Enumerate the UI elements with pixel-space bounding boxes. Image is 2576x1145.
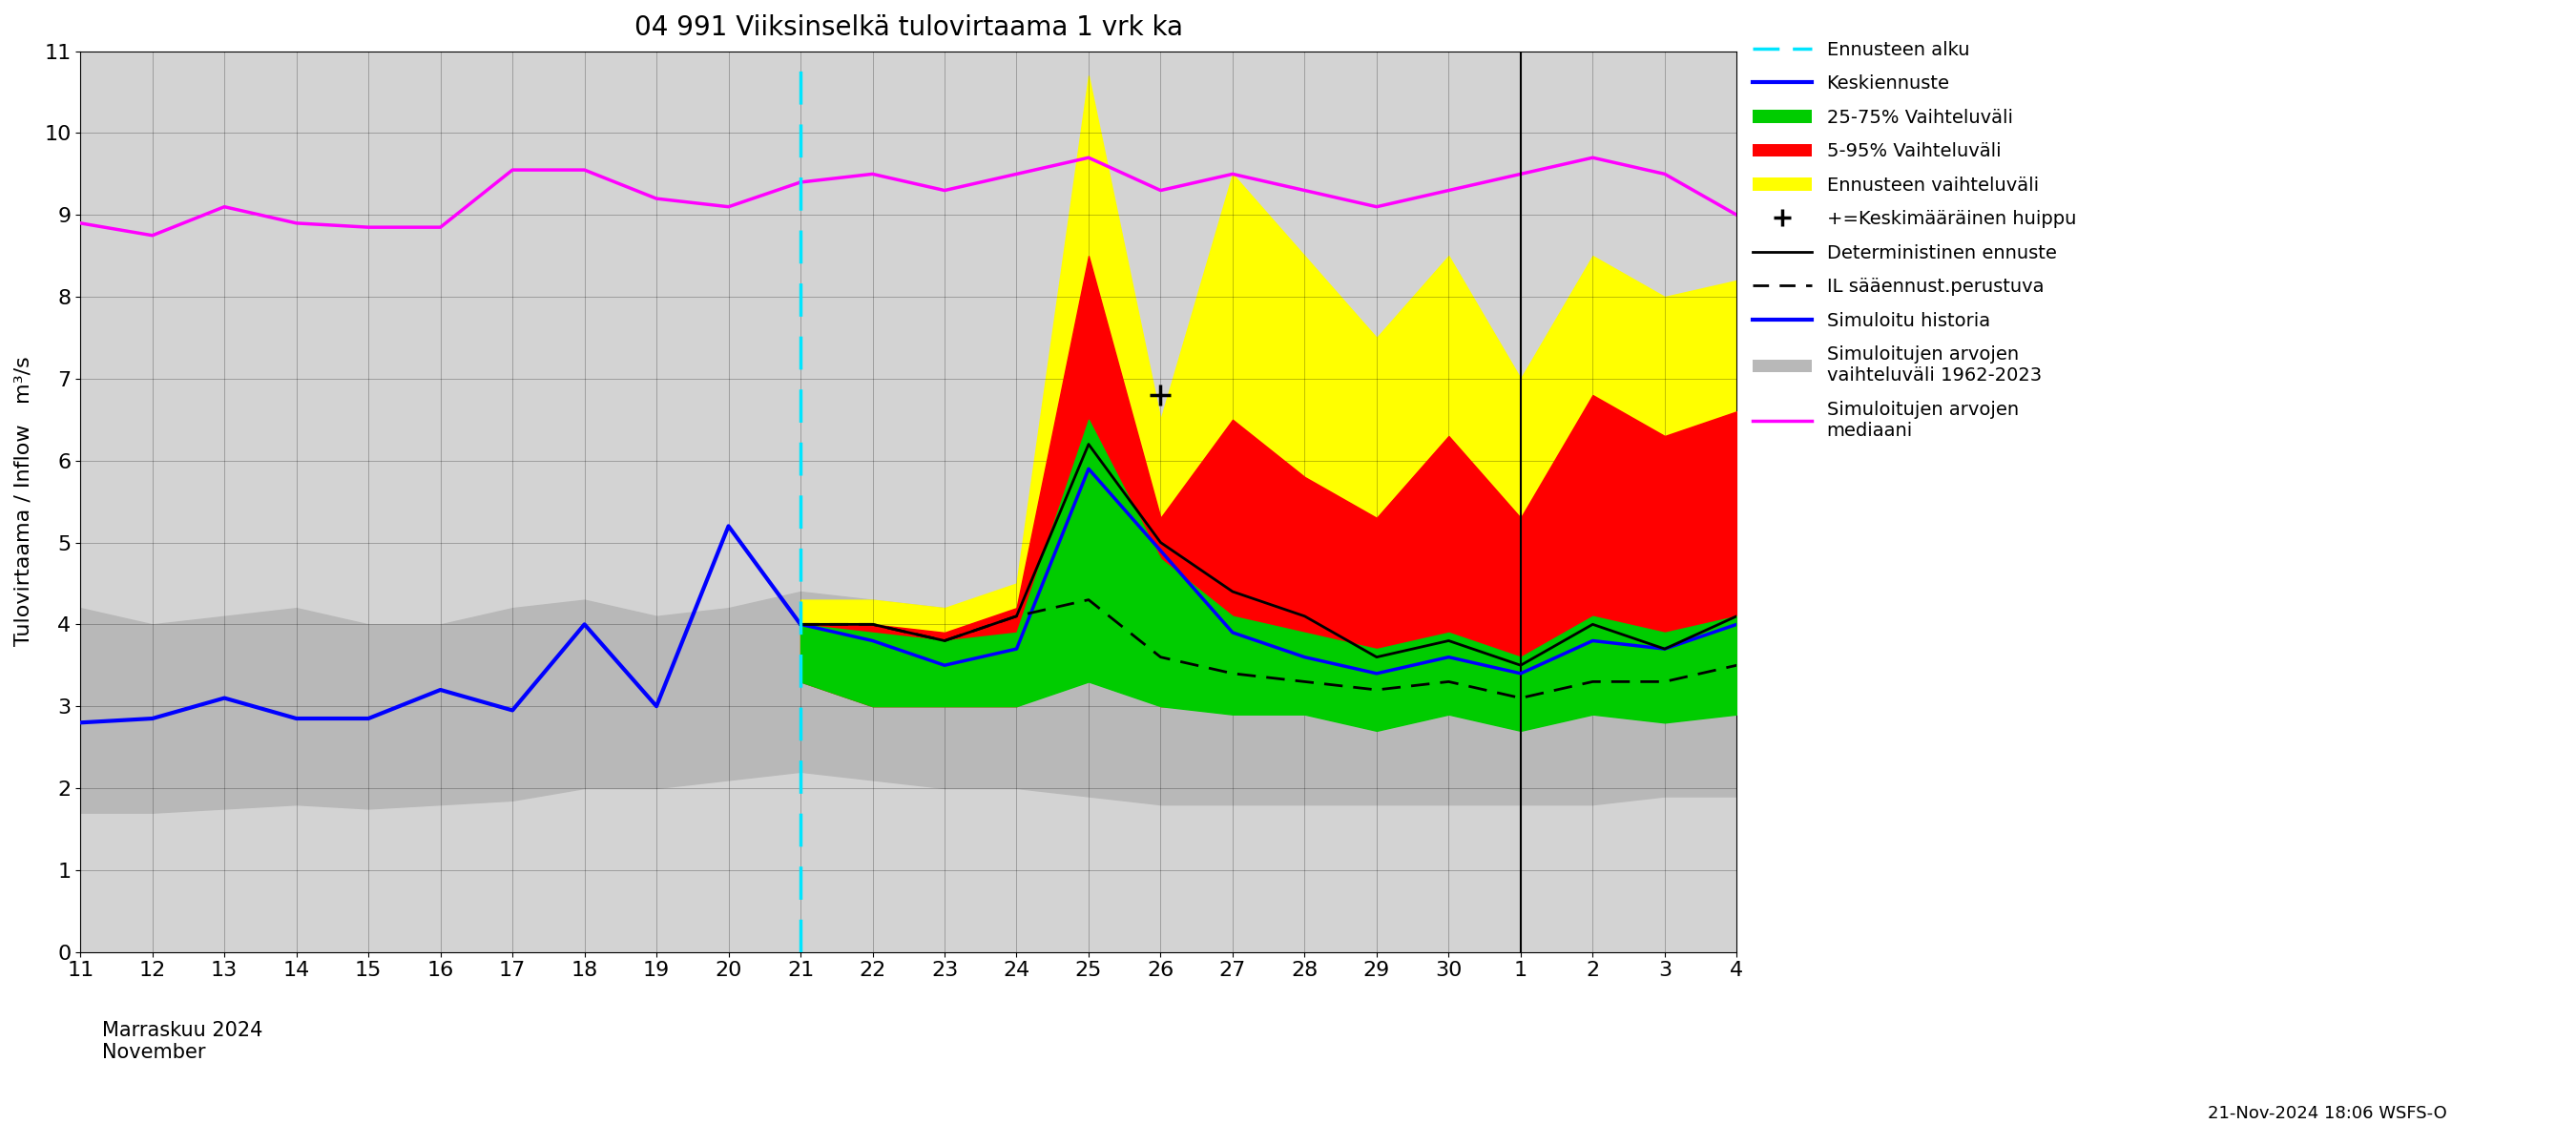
Title: 04 991 Viiksinselkä tulovirtaama 1 vrk ka: 04 991 Viiksinselkä tulovirtaama 1 vrk k… [634, 14, 1182, 41]
Legend: Ennusteen alku, Keskiennuste, 25-75% Vaihteluväli, 5-95% Vaihteluväli, Ennusteen: Ennusteen alku, Keskiennuste, 25-75% Vai… [1744, 33, 2084, 448]
Text: Marraskuu 2024
November: Marraskuu 2024 November [103, 1021, 263, 1063]
Text: 21-Nov-2024 18:06 WSFS-O: 21-Nov-2024 18:06 WSFS-O [2208, 1105, 2447, 1122]
Y-axis label: Tulovirtaama / Inflow   m³/s: Tulovirtaama / Inflow m³/s [15, 356, 33, 647]
